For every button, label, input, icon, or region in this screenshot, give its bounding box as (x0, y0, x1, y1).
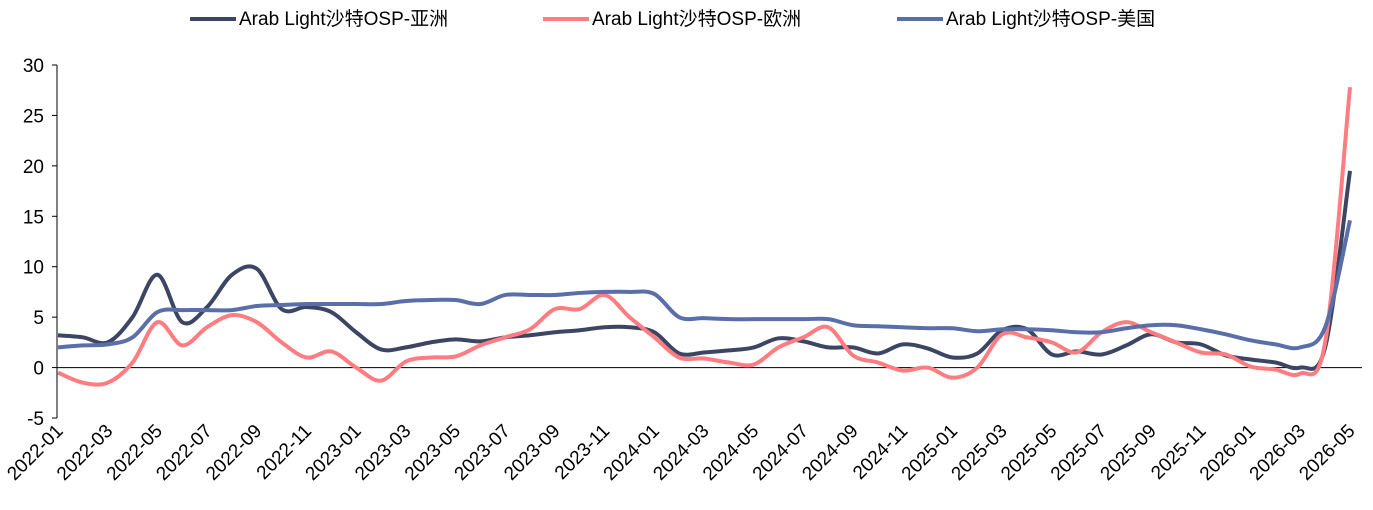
y-tick-label: 30 (23, 56, 44, 77)
y-tick-label: 10 (23, 258, 44, 279)
series-line (57, 86, 1352, 387)
series-line (57, 170, 1352, 371)
x-tick-label: 2024-09 (798, 421, 862, 485)
legend-text: Arab Light沙特OSP-美国 (946, 8, 1155, 30)
x-tick-label: 2026-05 (1295, 421, 1359, 485)
y-tick-label: 25 (23, 106, 44, 127)
x-tick-label: 2025-09 (1097, 421, 1161, 485)
x-tick-label: 2023-09 (500, 421, 564, 485)
y-tick-label: 5 (33, 308, 44, 329)
x-tick-label: 2022-09 (202, 421, 266, 485)
legend-text: Arab Light沙特OSP-亚洲 (239, 8, 448, 30)
legend-text: Arab Light沙特OSP-欧洲 (592, 8, 801, 30)
y-tick-label: 0 (33, 359, 44, 380)
y-tick-label: -5 (27, 409, 44, 430)
series-line (57, 219, 1352, 351)
y-tick-label: 20 (23, 157, 44, 178)
y-tick-label: 15 (23, 207, 44, 228)
